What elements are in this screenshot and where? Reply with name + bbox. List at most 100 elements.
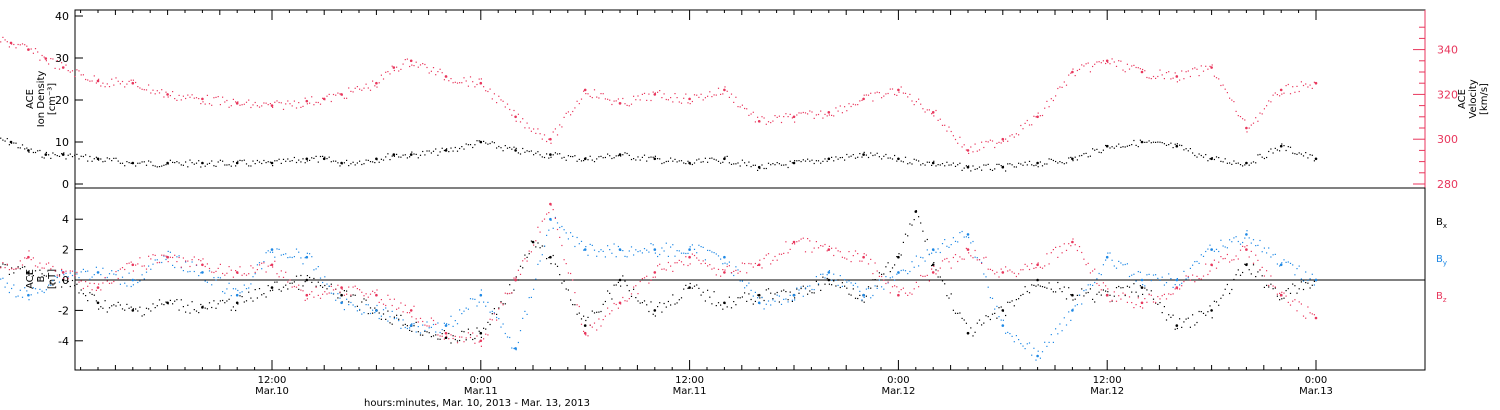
bbx-point: [1036, 278, 1039, 282]
bbx-sample: [1041, 286, 1044, 288]
bby-sample: [748, 282, 750, 284]
bby-sample: [243, 284, 245, 286]
density-sample: [1261, 156, 1263, 158]
density-sample: [382, 159, 385, 161]
bbx-sample: [387, 310, 389, 312]
density-sample: [50, 157, 52, 159]
velocity-sample: [574, 107, 576, 109]
bbz-sample: [1229, 261, 1231, 263]
density-sample: [128, 162, 130, 164]
bbz-sample: [424, 324, 426, 326]
density-sample: [272, 165, 274, 167]
bbx-sample: [67, 280, 69, 283]
velocity-sample: [733, 101, 735, 103]
density-sample: [607, 153, 609, 155]
bby-sample: [920, 256, 922, 258]
density-sample: [148, 160, 150, 162]
bbx-sample: [413, 325, 415, 327]
bby-sample: [189, 270, 191, 273]
velocity-sample: [1139, 68, 1141, 70]
density-sample: [293, 156, 295, 159]
bby-sample: [1257, 244, 1259, 246]
velocity-sample: [894, 93, 896, 96]
density-sample: [846, 153, 848, 156]
bby-sample: [848, 280, 850, 282]
bbx-sample: [143, 314, 145, 316]
bbx-sample: [439, 338, 441, 340]
density-sample: [289, 160, 291, 162]
bbx-sample: [859, 294, 861, 296]
density-sample: [454, 146, 456, 149]
velocity-sample: [1270, 101, 1272, 103]
bby-sample: [1283, 259, 1285, 261]
bbz-sample: [41, 267, 43, 269]
bbx-sample: [1300, 281, 1302, 283]
velocity-sample: [389, 73, 391, 75]
bbz-sample: [165, 255, 167, 257]
bbx-sample: [1070, 294, 1072, 296]
bbz-sample: [543, 218, 546, 220]
bbz-sample: [1092, 270, 1094, 272]
bbz-sample: [1041, 267, 1044, 269]
velocity-sample: [796, 114, 798, 116]
bby-sample: [578, 243, 580, 245]
velocity-sample: [369, 89, 372, 91]
bbz-sample: [976, 259, 978, 261]
bbx-sample: [1009, 301, 1011, 303]
density-sample: [543, 156, 546, 159]
velocity-sample: [665, 98, 667, 101]
velocity-point: [514, 115, 517, 119]
density-sample: [1009, 163, 1011, 165]
density-sample: [500, 147, 502, 149]
velocity-sample: [559, 124, 561, 126]
bbx-sample: [52, 284, 54, 286]
density-sample: [504, 145, 506, 147]
bbz-sample: [704, 262, 706, 264]
bby-sample: [778, 295, 780, 297]
density-sample: [243, 159, 245, 161]
density-sample: [965, 165, 967, 167]
bby-sample: [635, 249, 637, 251]
velocity-sample: [1028, 124, 1031, 126]
bby-sample: [1005, 332, 1007, 334]
density-sample: [970, 170, 972, 172]
bbz-point: [897, 293, 900, 297]
density-sample: [548, 157, 550, 159]
bbx-sample: [891, 267, 894, 269]
bbx-sample: [1242, 271, 1244, 274]
bbz-sample: [511, 292, 513, 294]
bby-sample: [100, 274, 102, 276]
bbz-sample: [1200, 278, 1202, 280]
density-sample: [776, 162, 778, 164]
bby-sample: [915, 255, 917, 257]
density-sample: [680, 160, 683, 162]
velocity-sample: [352, 91, 354, 93]
velocity-sample: [169, 95, 171, 97]
bbx-sample: [278, 288, 280, 291]
bbx-sample: [863, 301, 865, 303]
bbz-sample: [141, 265, 143, 267]
density-sample: [1000, 165, 1002, 167]
bby-sample: [600, 249, 602, 251]
bbz-sample: [87, 285, 89, 287]
bbx-sample: [226, 300, 228, 302]
density-sample: [670, 157, 672, 159]
density-sample: [252, 160, 254, 162]
bbz-sample: [546, 213, 548, 215]
velocity-sample: [624, 103, 626, 105]
density-sample: [285, 160, 287, 162]
bbx-sample: [1139, 285, 1141, 287]
bbx-sample: [1161, 312, 1163, 314]
density-sample: [963, 167, 965, 169]
bbz-sample: [1085, 264, 1087, 266]
density-sample: [13, 142, 15, 144]
bbz-sample: [211, 271, 213, 273]
bbz-sample: [387, 294, 389, 296]
bbz-sample: [185, 260, 187, 262]
velocity-sample: [863, 94, 865, 96]
bbz-point: [1314, 316, 1318, 320]
bbx-sample: [1013, 305, 1015, 307]
bbx-sample: [987, 316, 989, 318]
bbx-sample: [878, 272, 880, 274]
bbz-sample: [667, 261, 669, 264]
